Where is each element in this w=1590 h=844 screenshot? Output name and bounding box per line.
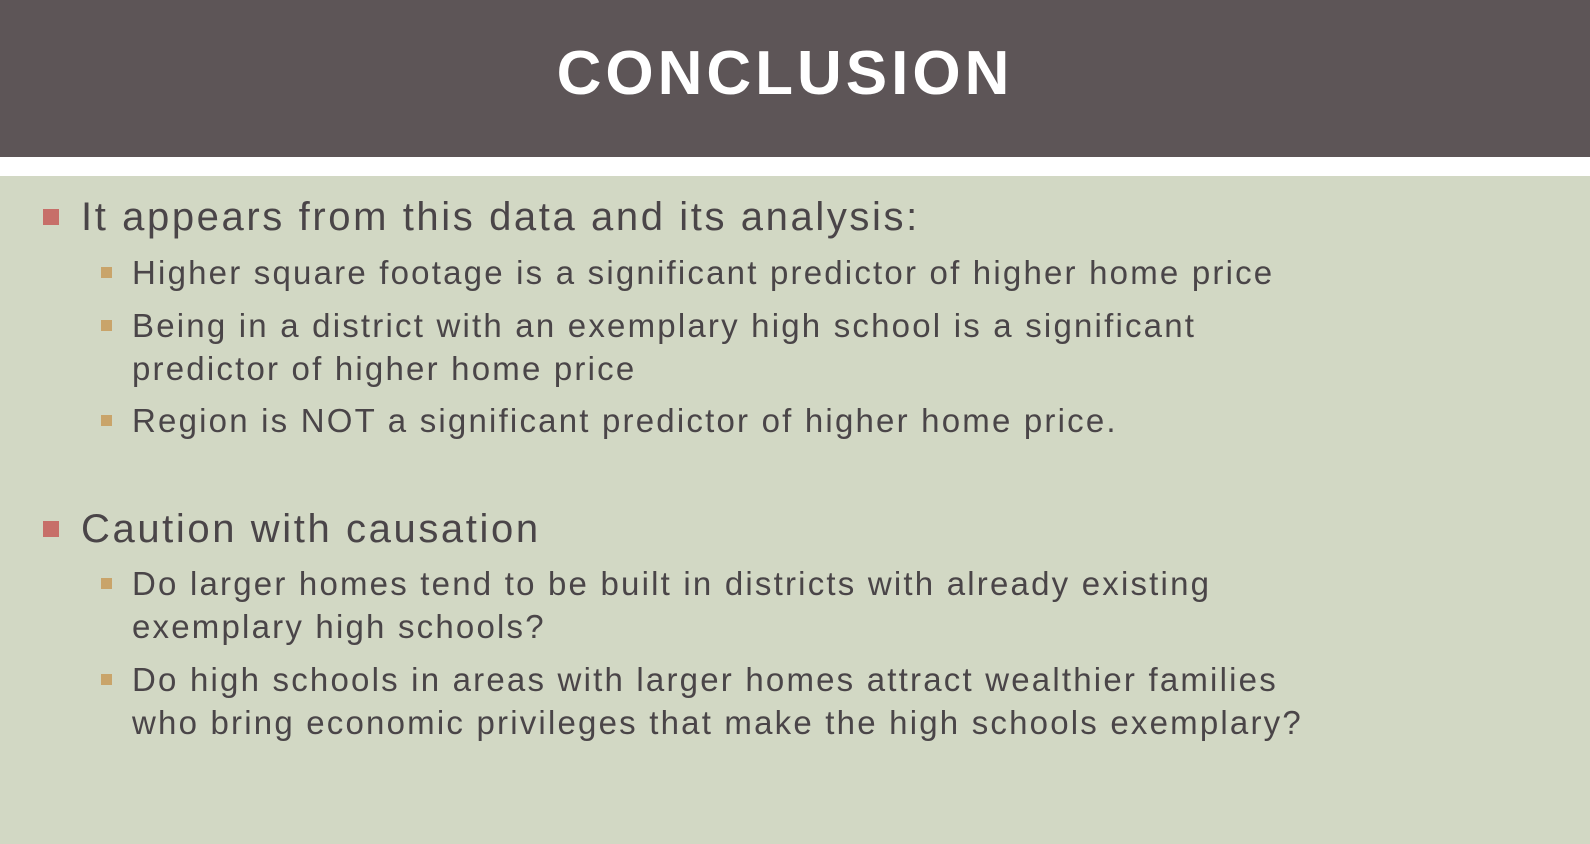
square-bullet-icon bbox=[43, 521, 59, 537]
square-bullet-icon bbox=[101, 578, 112, 589]
sub-bullet-text-continued: who bring economic privileges that make … bbox=[132, 704, 1303, 741]
sub-bullet-text: Do larger homes tend to be built in dist… bbox=[132, 565, 1212, 602]
square-bullet-icon bbox=[43, 209, 59, 225]
sub-bullet-text: Region is NOT a significant predictor of… bbox=[132, 402, 1118, 439]
title-bar: CONCLUSION bbox=[0, 0, 1590, 157]
section-heading: It appears from this data and its analys… bbox=[81, 195, 920, 239]
sub-bullet-text-continued: exemplary high schools? bbox=[132, 608, 546, 645]
square-bullet-icon bbox=[101, 267, 112, 278]
title-divider bbox=[0, 157, 1590, 176]
square-bullet-icon bbox=[101, 320, 112, 331]
sub-bullet-text: Higher square footage is a significant p… bbox=[132, 254, 1275, 291]
section-heading: Caution with causation bbox=[81, 507, 541, 551]
slide-content: It appears from this data and its analys… bbox=[0, 176, 1590, 844]
slide-title: CONCLUSION bbox=[556, 39, 1014, 108]
square-bullet-icon bbox=[101, 674, 112, 685]
sub-bullet-text: Being in a district with an exemplary hi… bbox=[132, 307, 1197, 344]
square-bullet-icon bbox=[101, 415, 112, 426]
sub-bullet-text-continued: predictor of higher home price bbox=[132, 350, 637, 387]
sub-bullet-text: Do high schools in areas with larger hom… bbox=[132, 661, 1278, 698]
